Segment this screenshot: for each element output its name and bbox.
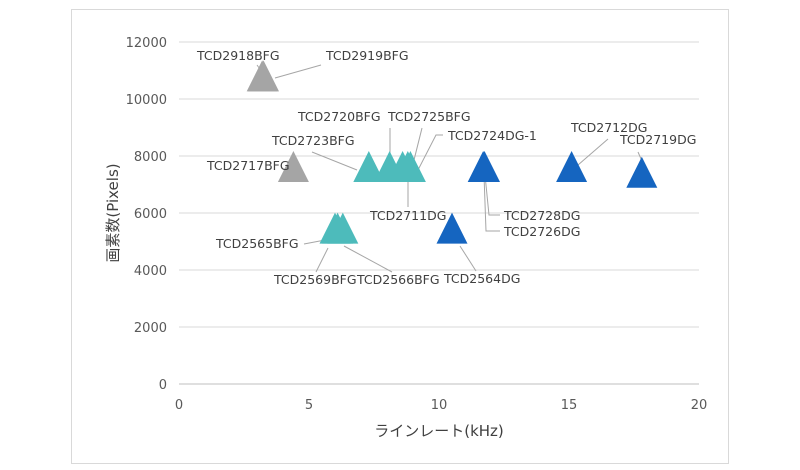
y-tick-label: 12000 <box>126 36 167 51</box>
data-label: TCD2564DG <box>443 271 520 286</box>
y-tick-label: 0 <box>159 378 167 393</box>
data-label: TCD2711DG <box>369 208 446 223</box>
data-point-tcd2717bfg <box>277 151 309 183</box>
leader-line <box>459 245 477 272</box>
x-axis-title: ラインレート(kHz) <box>374 422 504 440</box>
data-point-tcd2712dg <box>556 151 588 183</box>
y-tick-label: 10000 <box>126 93 167 108</box>
data-point-tcd2724dg-1 <box>394 151 426 183</box>
data-label: TCD2566BFG <box>356 272 440 287</box>
y-axis-title: 画素数(Pixels) <box>104 163 122 262</box>
data-point-tcd2919bfg <box>248 60 279 92</box>
data-label: TCD2724DG-1 <box>447 128 537 143</box>
data-label: TCD2717BFG <box>206 158 290 173</box>
scatter-chart: 0 2000 4000 6000 8000 10000 12000 0 5 10 15 20 ラインレー… <box>104 36 708 440</box>
data-point-tcd2566bfg <box>327 212 359 244</box>
x-tick-label: 10 <box>431 398 448 413</box>
data-label: TCD2919BFG <box>325 48 409 63</box>
leader-line <box>343 245 393 273</box>
chart-frame: 0 2000 4000 6000 8000 10000 12000 0 5 10 15 20 ラインレー… <box>71 9 729 464</box>
data-point-tcd2719dg <box>626 156 658 188</box>
data-label: TCD2728DG <box>503 208 580 223</box>
y-tick-label: 6000 <box>134 207 167 222</box>
data-point-tcd2564dg <box>436 212 468 244</box>
x-tick-label: 15 <box>561 398 578 413</box>
y-tick-label: 4000 <box>134 264 167 279</box>
leader-line <box>311 151 358 171</box>
data-label: TCD2720BFG <box>297 109 381 124</box>
x-tick-label: 20 <box>691 398 708 413</box>
data-label: TCD2725BFG <box>387 109 471 124</box>
data-label: TCD2719DG <box>619 132 696 147</box>
leader-line <box>484 174 500 216</box>
data-label: TCD2726DG <box>503 224 580 239</box>
data-point-tcd2723bfg <box>353 151 385 183</box>
data-label: TCD2918BFG <box>196 48 280 63</box>
y-tick-label: 2000 <box>134 321 167 336</box>
data-point-tcd2726dg <box>469 151 500 183</box>
data-label: TCD2723BFG <box>271 133 355 148</box>
leader-line <box>417 134 443 171</box>
x-tick-label: 0 <box>175 398 183 413</box>
leader-line <box>315 247 329 273</box>
leader-line <box>483 174 500 232</box>
data-label: TCD2569BFG <box>273 272 357 287</box>
y-tick-label: 8000 <box>134 150 167 165</box>
x-tick-label: 5 <box>305 398 313 413</box>
data-label: TCD2712DG <box>570 120 647 135</box>
leader-line <box>274 64 322 79</box>
leader-line <box>577 138 609 166</box>
data-label: TCD2565BFG <box>215 236 299 251</box>
